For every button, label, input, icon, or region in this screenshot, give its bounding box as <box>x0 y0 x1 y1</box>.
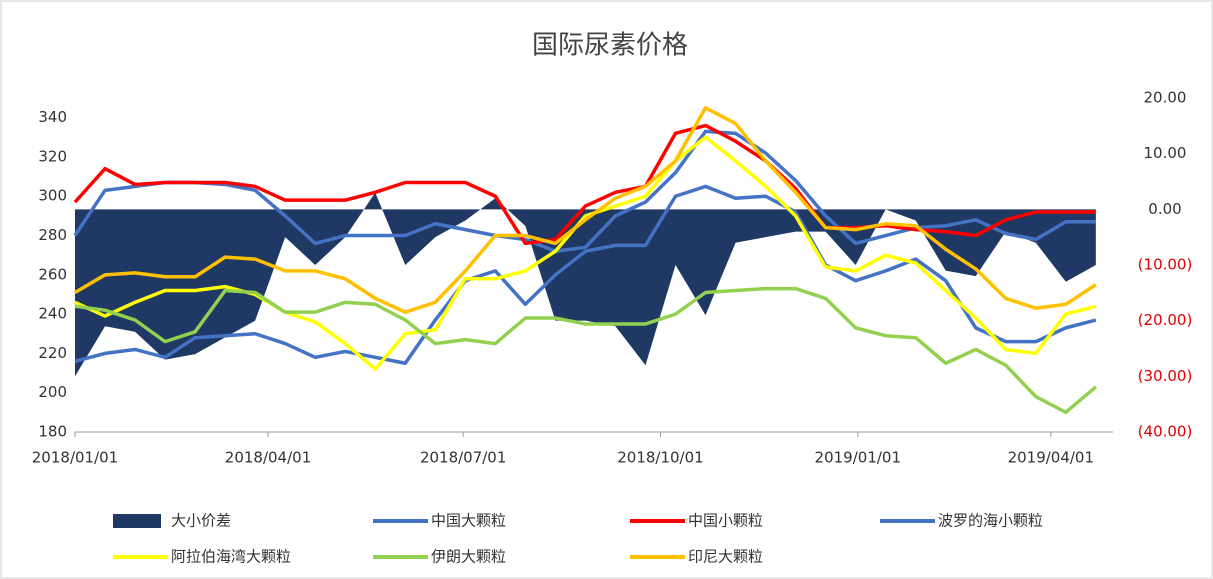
y2-tick-label: 10.00 <box>1144 144 1187 162</box>
legend-label: 中国小颗粒 <box>688 512 763 530</box>
y2-tick-label: (20.00) <box>1138 311 1193 329</box>
x-tick-label: 2018/10/01 <box>617 449 703 467</box>
legend-swatch <box>113 514 161 528</box>
y2-tick-label: 0.00 <box>1148 200 1181 218</box>
line <box>74 184 1097 365</box>
legend-label: 波罗的海小颗粒 <box>938 512 1043 530</box>
y2-tick-label: (10.00) <box>1138 256 1193 274</box>
line <box>73 129 1096 253</box>
y-tick-label: 240 <box>38 305 67 323</box>
line <box>74 286 1097 415</box>
y2-tick-label: (30.00) <box>1138 367 1193 385</box>
line <box>74 106 1097 314</box>
legend-label: 印尼大颗粒 <box>688 548 763 566</box>
y-tick-label: 300 <box>38 187 67 205</box>
x-tick-label: 2018/07/01 <box>420 449 506 467</box>
y-tick-label: 320 <box>38 147 67 165</box>
y-tick-label: 220 <box>38 344 67 362</box>
y-tick-label: 200 <box>38 383 67 401</box>
y-tick-label: 340 <box>38 108 67 126</box>
x-tick-label: 2018/04/01 <box>225 449 311 467</box>
legend-label: 大小价差 <box>171 512 231 530</box>
y-tick-label: 260 <box>38 265 67 283</box>
y-tick-label: 180 <box>38 423 67 441</box>
x-tick-label: 2019/04/01 <box>1008 449 1094 467</box>
y-tick-label: 280 <box>38 226 67 244</box>
x-tick-label: 2019/01/01 <box>815 449 901 467</box>
chart-title: 国际尿素价格 <box>532 31 688 61</box>
line <box>73 123 1096 246</box>
legend-label: 伊朗大颗粒 <box>431 548 506 566</box>
x-tick-label: 2018/01/01 <box>32 449 118 467</box>
y2-tick-label: 20.00 <box>1144 89 1187 107</box>
legend-label: 阿拉伯海湾大颗粒 <box>171 548 291 566</box>
y2-tick-label: (40.00) <box>1138 423 1193 441</box>
legend-label: 中国大颗粒 <box>431 512 506 530</box>
